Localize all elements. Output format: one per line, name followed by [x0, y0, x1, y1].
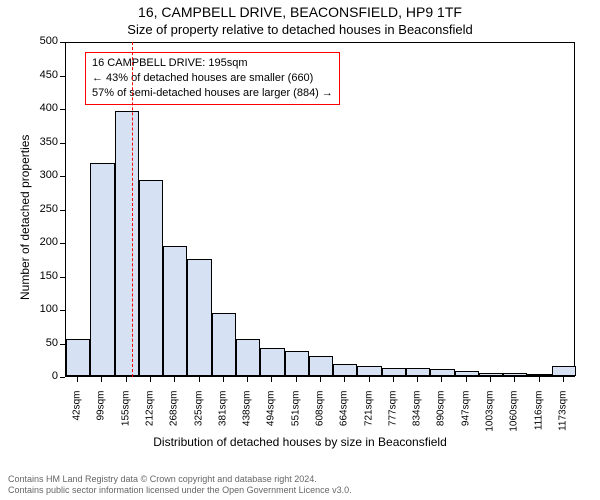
y-tick-label: 150	[30, 270, 58, 282]
x-tick-mark	[344, 377, 345, 382]
y-tick-mark	[60, 76, 65, 77]
x-tick-mark	[271, 377, 272, 382]
x-tick-label: 664sqm	[339, 391, 350, 441]
x-tick-mark	[223, 377, 224, 382]
histogram-bar	[333, 364, 357, 376]
histogram-bar	[479, 373, 503, 376]
histogram-bar	[357, 366, 381, 376]
x-tick-label: 1116sqm	[533, 391, 544, 441]
y-tick-mark	[60, 344, 65, 345]
x-tick-label: 381sqm	[217, 391, 228, 441]
x-tick-mark	[199, 377, 200, 382]
x-tick-mark	[77, 377, 78, 382]
info-line-2: ← 43% of detached houses are smaller (66…	[92, 71, 333, 86]
x-tick-mark	[563, 377, 564, 382]
attribution-line-1: Contains HM Land Registry data © Crown c…	[8, 474, 352, 485]
y-tick-mark	[60, 42, 65, 43]
y-tick-label: 450	[30, 69, 58, 81]
x-tick-mark	[466, 377, 467, 382]
y-tick-mark	[60, 243, 65, 244]
x-tick-label: 947sqm	[460, 391, 471, 441]
histogram-bar	[115, 111, 139, 376]
y-tick-label: 350	[30, 136, 58, 148]
x-tick-label: 551sqm	[290, 391, 301, 441]
y-tick-label: 250	[30, 203, 58, 215]
x-tick-label: 890sqm	[436, 391, 447, 441]
x-tick-label: 99sqm	[96, 391, 107, 441]
y-tick-label: 300	[30, 169, 58, 181]
y-tick-label: 50	[30, 337, 58, 349]
y-tick-mark	[60, 310, 65, 311]
x-tick-label: 268sqm	[169, 391, 180, 441]
y-tick-mark	[60, 210, 65, 211]
histogram-bar	[66, 339, 90, 376]
histogram-bar	[285, 351, 309, 376]
info-box: 16 CAMPBELL DRIVE: 195sqm ← 43% of detac…	[85, 52, 340, 105]
histogram-bar	[236, 339, 260, 376]
chart-title: 16, CAMPBELL DRIVE, BEACONSFIELD, HP9 1T…	[0, 4, 600, 20]
histogram-bar	[163, 246, 187, 376]
x-tick-mark	[369, 377, 370, 382]
reference-line	[132, 42, 133, 377]
info-line-3: 57% of semi-detached houses are larger (…	[92, 86, 333, 101]
y-tick-label: 400	[30, 102, 58, 114]
histogram-bar	[527, 374, 551, 376]
y-tick-mark	[60, 176, 65, 177]
x-tick-label: 438sqm	[242, 391, 253, 441]
y-tick-label: 0	[30, 370, 58, 382]
x-tick-mark	[247, 377, 248, 382]
x-tick-label: 1173sqm	[557, 391, 568, 441]
x-tick-label: 212sqm	[145, 391, 156, 441]
x-tick-mark	[101, 377, 102, 382]
y-tick-mark	[60, 377, 65, 378]
x-tick-mark	[514, 377, 515, 382]
histogram-bar	[382, 368, 406, 376]
histogram-bar	[187, 259, 211, 376]
y-tick-mark	[60, 277, 65, 278]
x-tick-label: 494sqm	[266, 391, 277, 441]
figure: 16, CAMPBELL DRIVE, BEACONSFIELD, HP9 1T…	[0, 0, 600, 500]
histogram-bar	[90, 163, 114, 376]
x-tick-mark	[174, 377, 175, 382]
x-tick-label: 777sqm	[387, 391, 398, 441]
x-tick-mark	[417, 377, 418, 382]
y-tick-mark	[60, 109, 65, 110]
y-tick-label: 100	[30, 303, 58, 315]
histogram-bar	[309, 356, 333, 376]
histogram-bar	[430, 369, 454, 376]
histogram-bar	[552, 366, 576, 376]
x-tick-label: 1060sqm	[509, 391, 520, 441]
x-tick-mark	[441, 377, 442, 382]
x-tick-label: 608sqm	[315, 391, 326, 441]
x-tick-mark	[490, 377, 491, 382]
x-tick-label: 834sqm	[412, 391, 423, 441]
x-tick-mark	[150, 377, 151, 382]
x-tick-mark	[296, 377, 297, 382]
histogram-bar	[455, 371, 479, 376]
y-tick-label: 200	[30, 236, 58, 248]
x-tick-mark	[393, 377, 394, 382]
info-line-1: 16 CAMPBELL DRIVE: 195sqm	[92, 56, 333, 71]
x-tick-label: 42sqm	[72, 391, 83, 441]
y-tick-mark	[60, 143, 65, 144]
x-tick-label: 155sqm	[120, 391, 131, 441]
histogram-bar	[503, 373, 527, 376]
histogram-bar	[212, 313, 236, 376]
histogram-bar	[139, 180, 163, 376]
chart-subtitle: Size of property relative to detached ho…	[0, 22, 600, 37]
histogram-bar	[260, 348, 284, 376]
x-tick-mark	[126, 377, 127, 382]
x-tick-mark	[539, 377, 540, 382]
x-tick-label: 721sqm	[363, 391, 374, 441]
x-tick-label: 325sqm	[193, 391, 204, 441]
histogram-bar	[406, 368, 430, 376]
attribution: Contains HM Land Registry data © Crown c…	[8, 474, 352, 497]
x-tick-mark	[320, 377, 321, 382]
attribution-line-2: Contains public sector information licen…	[8, 485, 352, 496]
y-tick-label: 500	[30, 35, 58, 47]
x-tick-label: 1003sqm	[485, 391, 496, 441]
